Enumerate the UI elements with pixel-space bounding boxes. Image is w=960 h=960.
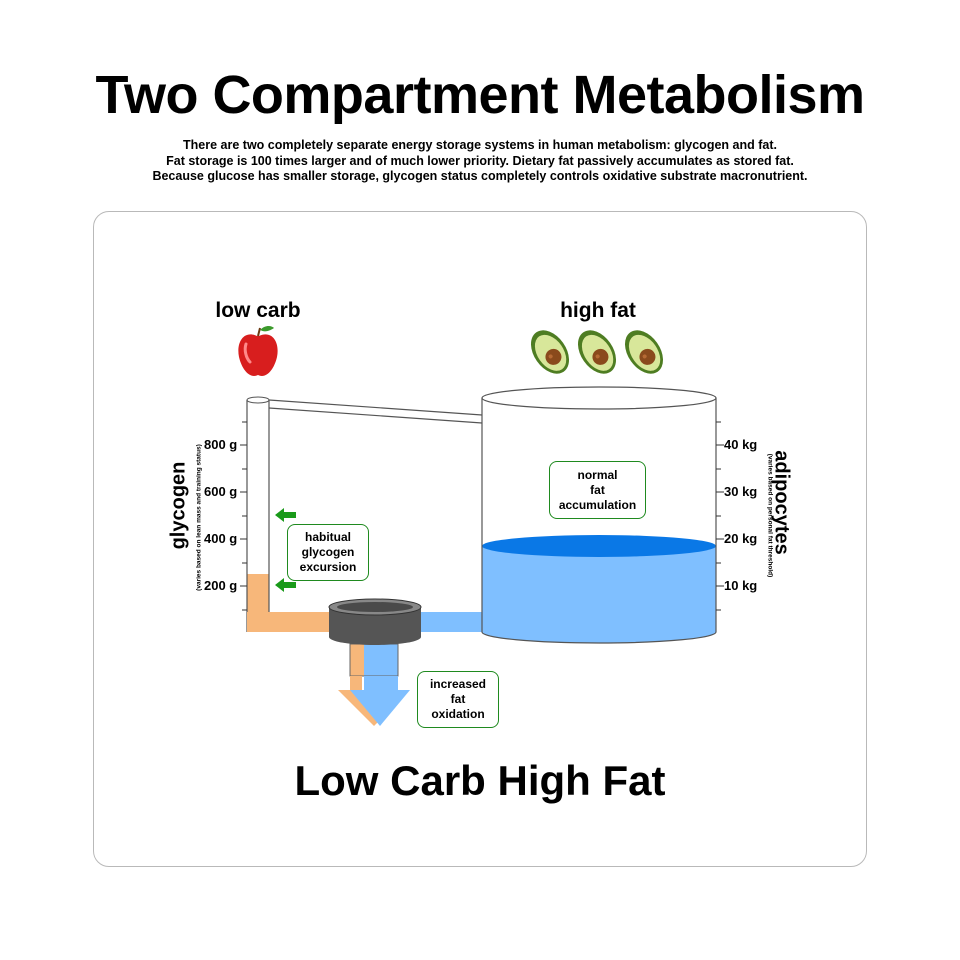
glycogen-axis-label: glycogen xyxy=(167,461,190,550)
glycogen-tick: 200 g xyxy=(204,578,238,593)
callout-normal-fat-accumulation: normal fat accumulation xyxy=(549,461,646,519)
callout-glycogen-excursion: habitual glycogen excursion xyxy=(287,524,369,581)
adipocytes-tick: 40 kg xyxy=(724,437,758,452)
glycogen-tick: 800 g xyxy=(204,437,238,452)
callout-increased-fat-oxidation: increased fat oxidation xyxy=(417,671,499,728)
glycogen-tank xyxy=(240,396,270,632)
subtitle-line-1: There are two completely separate energy… xyxy=(183,138,777,152)
glycogen-tick: 600 g xyxy=(204,484,238,499)
glycogen-axis-note: (varies based on lean mass and training … xyxy=(195,444,203,591)
bottom-title: Low Carb High Fat xyxy=(294,757,666,804)
adipocytes-tick: 20 kg xyxy=(724,531,758,546)
low-carb-label: low carb xyxy=(215,299,301,322)
adipocytes-tick: 10 kg xyxy=(724,578,758,593)
avocado-icon xyxy=(624,330,664,374)
diagram-panel: low carb high fat glycogen (varies based… xyxy=(93,211,867,867)
avocado-icon xyxy=(530,330,570,374)
outflow-column xyxy=(349,643,399,677)
subtitle: There are two completely separate energy… xyxy=(40,138,920,185)
subtitle-line-3: Because glucose has smaller storage, gly… xyxy=(152,169,808,183)
subtitle-line-2: Fat storage is 100 times larger and of m… xyxy=(166,153,794,168)
page-title: Two Compartment Metabolism xyxy=(95,65,865,125)
avocado-icon xyxy=(577,330,617,374)
high-fat-label: high fat xyxy=(560,299,636,322)
apple-icon xyxy=(238,326,278,376)
green-arrow-lower xyxy=(275,578,296,592)
valve xyxy=(328,598,422,645)
output-arrow xyxy=(338,676,410,726)
adipocytes-tick: 30 kg xyxy=(724,484,758,499)
fat-tank xyxy=(481,386,724,644)
green-arrow-upper xyxy=(275,508,296,522)
glycogen-tick: 400 g xyxy=(204,531,238,546)
adipocytes-axis-note: (varies based on personal fat threshold) xyxy=(766,453,774,578)
tank-diagram xyxy=(238,326,724,726)
fat-surface xyxy=(482,535,716,557)
glycogen-pipe xyxy=(247,612,331,632)
fat-pipe xyxy=(420,612,484,632)
